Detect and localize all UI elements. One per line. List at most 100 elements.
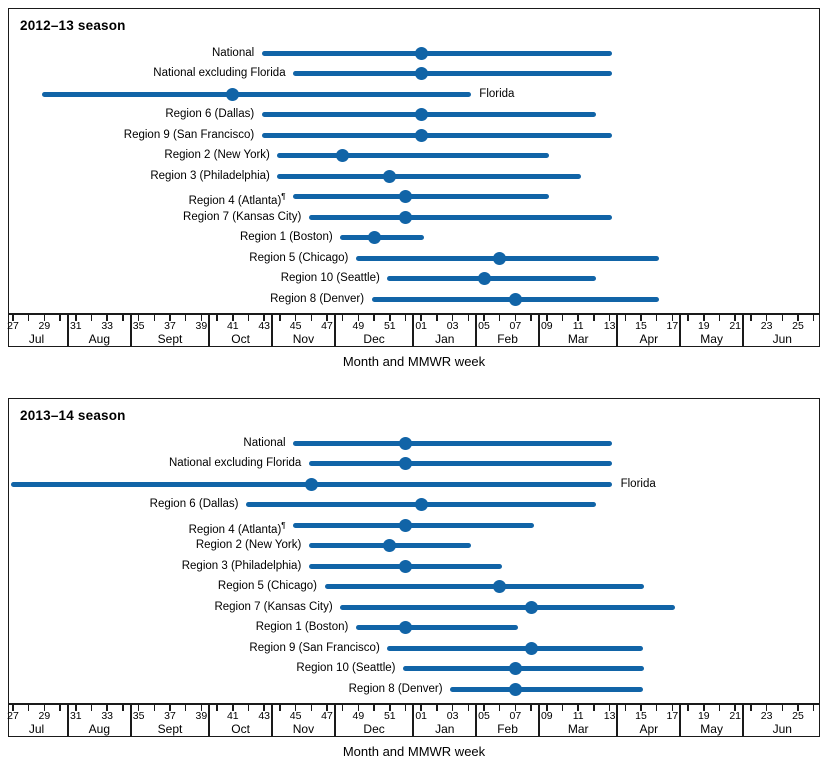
week-tick-label: 43 <box>258 320 271 332</box>
week-tick-label: 21 <box>729 710 742 722</box>
month-label: Mar <box>567 722 589 736</box>
week-tick <box>169 315 171 321</box>
month-divider <box>333 315 336 346</box>
week-tick-label: 33 <box>101 320 114 332</box>
week-tick <box>671 705 674 711</box>
week-tick <box>12 705 14 711</box>
region-label: Region 2 (New York) <box>195 539 302 551</box>
duration-line <box>261 132 613 138</box>
week-tick <box>75 705 77 711</box>
week-tick <box>498 705 501 711</box>
region-label: Region 4 (Atlanta)¶ <box>188 520 286 536</box>
peak-week-dot <box>493 251 507 265</box>
week-tick <box>514 705 517 711</box>
month-divider <box>66 315 69 346</box>
week-tick-label: 01 <box>415 710 428 722</box>
week-tick <box>263 315 265 321</box>
region-label: Region 8 (Denver) <box>270 292 365 305</box>
week-tick-label: 41 <box>226 710 239 722</box>
week-tick <box>734 705 736 711</box>
week-tick <box>200 315 203 321</box>
week-tick-label: 15 <box>635 320 647 332</box>
week-tick <box>781 705 784 711</box>
footnote-marker: ¶ <box>281 520 286 530</box>
week-tick-label: 05 <box>478 320 490 332</box>
month-divider <box>129 315 132 346</box>
week-tick <box>294 315 297 321</box>
peak-week-dot <box>399 190 412 203</box>
month-label: Sept <box>157 332 183 346</box>
week-tick <box>655 705 658 711</box>
peak-week-dot <box>367 231 381 244</box>
week-tick-label: 35 <box>132 710 145 722</box>
week-tick <box>106 315 108 321</box>
region-label: Region 10 (Seattle) <box>296 662 396 674</box>
duration-line <box>261 50 613 56</box>
week-tick <box>750 705 752 711</box>
region-label: Region 9 (San Francisco) <box>123 128 255 141</box>
week-tick <box>310 315 313 321</box>
region-label: National <box>243 436 286 449</box>
peak-week-dot <box>414 498 428 511</box>
week-tick-label: 25 <box>792 710 804 722</box>
week-tick <box>153 315 156 321</box>
week-tick <box>373 315 375 321</box>
week-tick <box>624 705 627 711</box>
week-tick <box>326 705 328 711</box>
week-tick <box>483 705 485 711</box>
duration-line <box>308 461 613 466</box>
duration-line <box>41 91 471 97</box>
week-tick <box>122 315 124 321</box>
month-divider <box>475 705 477 736</box>
week-tick-label: 17 <box>666 320 679 332</box>
week-tick <box>75 315 77 321</box>
region-label: Region 2 (New York) <box>164 149 270 161</box>
week-tick <box>624 315 627 321</box>
week-tick-label: 19 <box>697 320 710 332</box>
month-label: Aug <box>88 722 111 736</box>
week-tick <box>122 705 124 711</box>
month-divider <box>66 705 69 736</box>
duration-line <box>355 625 518 630</box>
month-label: Jan <box>435 332 455 346</box>
week-tick <box>90 705 93 711</box>
week-tick <box>781 315 784 321</box>
week-tick <box>718 705 721 711</box>
peak-week-dot <box>508 682 522 696</box>
week-tick <box>467 705 470 711</box>
week-tick <box>671 315 674 321</box>
month-label: May <box>700 332 723 346</box>
peak-week-dot <box>508 292 522 306</box>
week-tick <box>169 705 171 711</box>
peak-week-dot <box>524 600 538 614</box>
month-label: Jan <box>435 722 455 736</box>
week-tick-label: 13 <box>603 710 616 722</box>
month-label: Dec <box>363 722 385 736</box>
month-label: Jun <box>772 332 792 346</box>
region-label: National <box>211 46 255 59</box>
week-tick <box>436 315 438 321</box>
panel-title: 2013–14 season <box>20 408 126 423</box>
region-label: Region 1 (Boston) <box>255 621 349 633</box>
duration-line <box>387 276 597 281</box>
week-tick-label: 31 <box>69 320 82 332</box>
month-label: Dec <box>363 332 385 346</box>
week-tick-label: 49 <box>352 320 365 332</box>
week-tick <box>718 315 721 321</box>
week-tick-label: 29 <box>38 320 51 332</box>
region-label: Florida <box>479 87 515 100</box>
week-tick <box>561 705 564 711</box>
month-label: Nov <box>292 332 315 346</box>
region-label: Region 10 (Seattle) <box>280 272 380 284</box>
week-tick <box>279 315 281 321</box>
peak-week-dot <box>414 108 428 121</box>
week-tick-label: 51 <box>383 710 396 722</box>
peak-week-dot <box>508 662 522 675</box>
week-tick <box>232 315 234 321</box>
week-tick-label: 37 <box>164 710 176 722</box>
x-axis-line <box>8 703 820 705</box>
week-tick <box>655 315 658 321</box>
week-tick-label: 25 <box>792 320 804 332</box>
week-tick <box>577 705 579 711</box>
peak-week-dot <box>414 128 428 142</box>
